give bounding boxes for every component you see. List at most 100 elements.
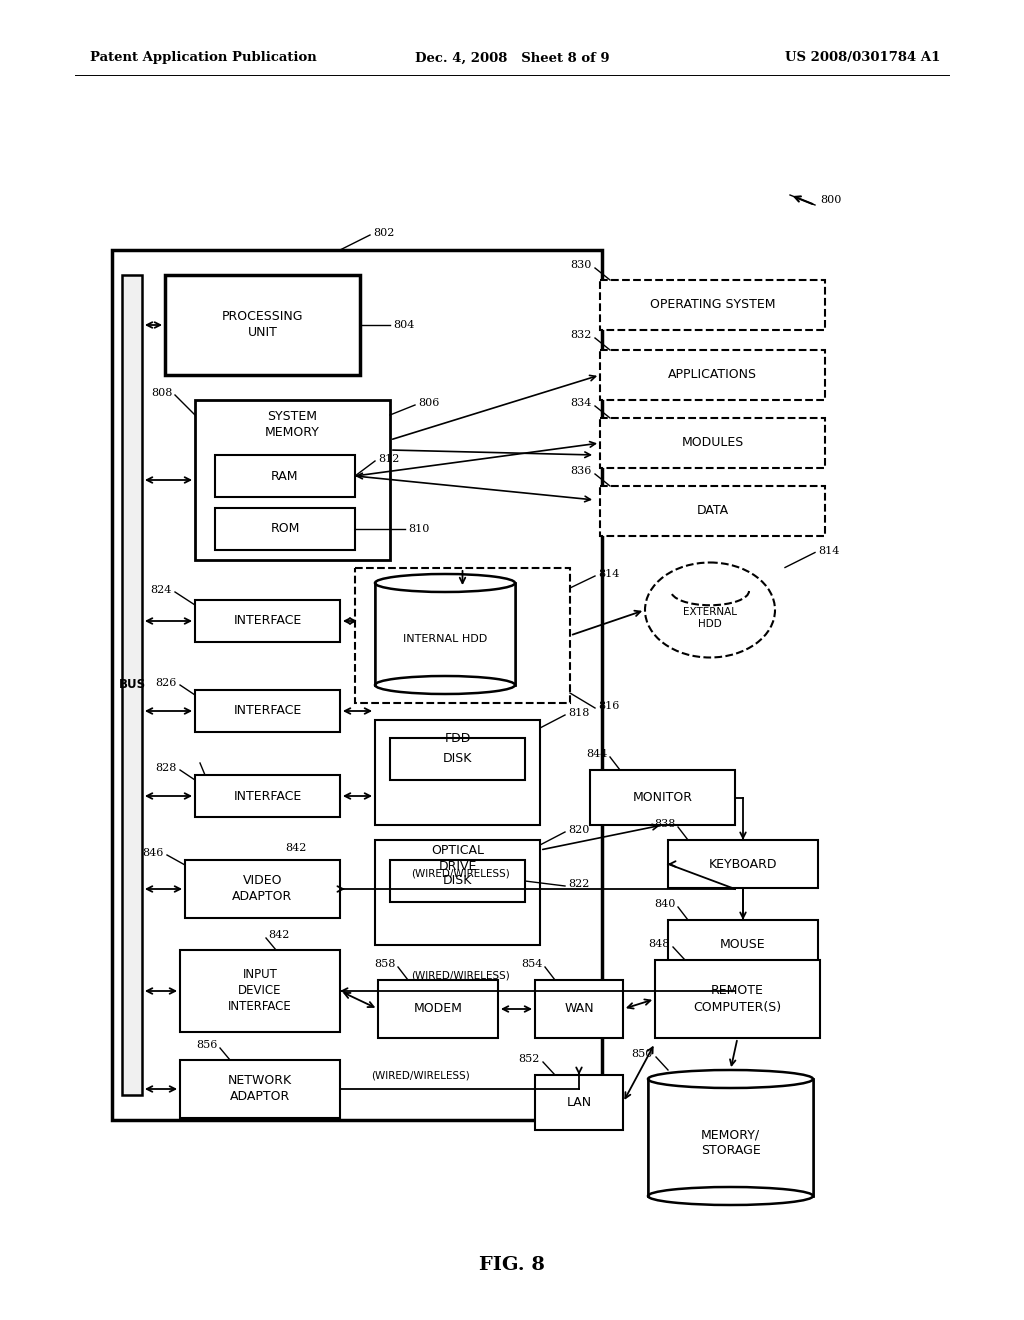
Text: REMOTE
COMPUTER(S): REMOTE COMPUTER(S) — [693, 985, 781, 1014]
Text: FIG. 8: FIG. 8 — [479, 1257, 545, 1274]
Text: ROM: ROM — [270, 523, 300, 536]
Text: 838: 838 — [654, 818, 676, 829]
Text: MODULES: MODULES — [681, 437, 743, 450]
Bar — [378, 979, 498, 1038]
Text: 850: 850 — [632, 1049, 653, 1059]
Bar — [600, 418, 825, 469]
Text: 830: 830 — [570, 260, 592, 271]
Text: 854: 854 — [521, 960, 543, 969]
Text: 842: 842 — [268, 931, 290, 940]
Text: 812: 812 — [378, 454, 399, 465]
Text: 802: 802 — [373, 228, 394, 238]
Bar — [390, 861, 525, 902]
Text: 804: 804 — [393, 319, 415, 330]
Text: RAM: RAM — [271, 470, 299, 483]
Bar — [122, 275, 142, 1096]
Bar — [180, 950, 340, 1032]
Bar — [590, 770, 735, 825]
Ellipse shape — [645, 562, 775, 657]
Bar — [355, 568, 570, 704]
Text: 816: 816 — [598, 701, 620, 711]
Text: INPUT
DEVICE
INTERFACE: INPUT DEVICE INTERFACE — [228, 969, 292, 1014]
Ellipse shape — [375, 676, 515, 694]
Ellipse shape — [648, 1071, 813, 1088]
Bar — [668, 920, 818, 968]
Text: EXTERNAL
HDD: EXTERNAL HDD — [683, 607, 737, 630]
Text: 814: 814 — [598, 569, 620, 579]
Text: 842: 842 — [285, 843, 306, 853]
Text: 852: 852 — [518, 1053, 540, 1064]
Bar — [600, 486, 825, 536]
Bar — [655, 960, 820, 1038]
Text: OPTICAL
DRIVE: OPTICAL DRIVE — [431, 843, 484, 873]
Bar — [600, 280, 825, 330]
Text: INTERFACE: INTERFACE — [233, 705, 302, 718]
Text: 856: 856 — [197, 1040, 218, 1049]
Text: MEMORY/
STORAGE: MEMORY/ STORAGE — [700, 1129, 761, 1158]
Text: 826: 826 — [156, 678, 177, 688]
Text: WAN: WAN — [564, 1002, 594, 1015]
Bar — [112, 249, 602, 1119]
Text: SYSTEM
MEMORY: SYSTEM MEMORY — [265, 411, 319, 440]
Text: PROCESSING
UNIT: PROCESSING UNIT — [222, 310, 303, 339]
Text: 846: 846 — [142, 847, 164, 858]
Bar — [165, 275, 360, 375]
Text: 848: 848 — [648, 939, 670, 949]
Text: 834: 834 — [570, 399, 592, 408]
Bar — [648, 1078, 813, 1196]
Text: (WIRED/WIRELESS): (WIRED/WIRELESS) — [371, 1071, 469, 1080]
Bar — [375, 719, 540, 825]
Bar — [195, 601, 340, 642]
Text: 840: 840 — [654, 899, 676, 909]
Text: 822: 822 — [568, 879, 590, 888]
Text: 832: 832 — [570, 330, 592, 341]
Bar — [215, 455, 355, 498]
Text: (WIRED/WIRELESS): (WIRED/WIRELESS) — [411, 972, 509, 981]
Bar — [215, 508, 355, 550]
Text: BUS: BUS — [119, 678, 145, 692]
Text: INTERFACE: INTERFACE — [233, 615, 302, 627]
Text: 836: 836 — [570, 466, 592, 477]
Text: DISK: DISK — [442, 874, 472, 887]
Text: INTERFACE: INTERFACE — [233, 789, 302, 803]
Text: MONITOR: MONITOR — [633, 791, 692, 804]
Text: LAN: LAN — [566, 1096, 592, 1109]
Text: DISK: DISK — [442, 752, 472, 766]
Text: 828: 828 — [156, 763, 177, 774]
Text: KEYBOARD: KEYBOARD — [709, 858, 777, 870]
Text: 806: 806 — [418, 399, 439, 408]
Bar — [668, 840, 818, 888]
Bar — [195, 400, 390, 560]
Text: 858: 858 — [375, 960, 396, 969]
Bar — [195, 690, 340, 733]
Text: INTERNAL HDD: INTERNAL HDD — [402, 634, 487, 644]
Text: Dec. 4, 2008   Sheet 8 of 9: Dec. 4, 2008 Sheet 8 of 9 — [415, 51, 609, 65]
Text: MOUSE: MOUSE — [720, 937, 766, 950]
Text: 810: 810 — [408, 524, 429, 535]
Text: 818: 818 — [568, 708, 590, 718]
Text: 814: 814 — [818, 545, 840, 556]
Bar — [375, 583, 515, 685]
Text: NETWORK
ADAPTOR: NETWORK ADAPTOR — [228, 1074, 292, 1104]
Text: MODEM: MODEM — [414, 1002, 463, 1015]
Text: VIDEO
ADAPTOR: VIDEO ADAPTOR — [232, 874, 293, 903]
Text: 800: 800 — [820, 195, 842, 205]
Bar — [535, 1074, 623, 1130]
Bar — [375, 840, 540, 945]
Bar — [195, 775, 340, 817]
Ellipse shape — [375, 574, 515, 591]
Text: Patent Application Publication: Patent Application Publication — [90, 51, 316, 65]
Bar — [180, 1060, 340, 1118]
Text: 808: 808 — [152, 388, 173, 399]
Text: US 2008/0301784 A1: US 2008/0301784 A1 — [784, 51, 940, 65]
Bar — [600, 350, 825, 400]
Text: (WIRED/WIRELESS): (WIRED/WIRELESS) — [411, 869, 509, 879]
Text: 820: 820 — [568, 825, 590, 836]
Text: DATA: DATA — [696, 504, 728, 517]
Bar — [535, 979, 623, 1038]
Text: 844: 844 — [587, 748, 608, 759]
Text: APPLICATIONS: APPLICATIONS — [668, 368, 757, 381]
Text: FDD: FDD — [444, 731, 471, 744]
Bar — [390, 738, 525, 780]
Ellipse shape — [648, 1187, 813, 1205]
